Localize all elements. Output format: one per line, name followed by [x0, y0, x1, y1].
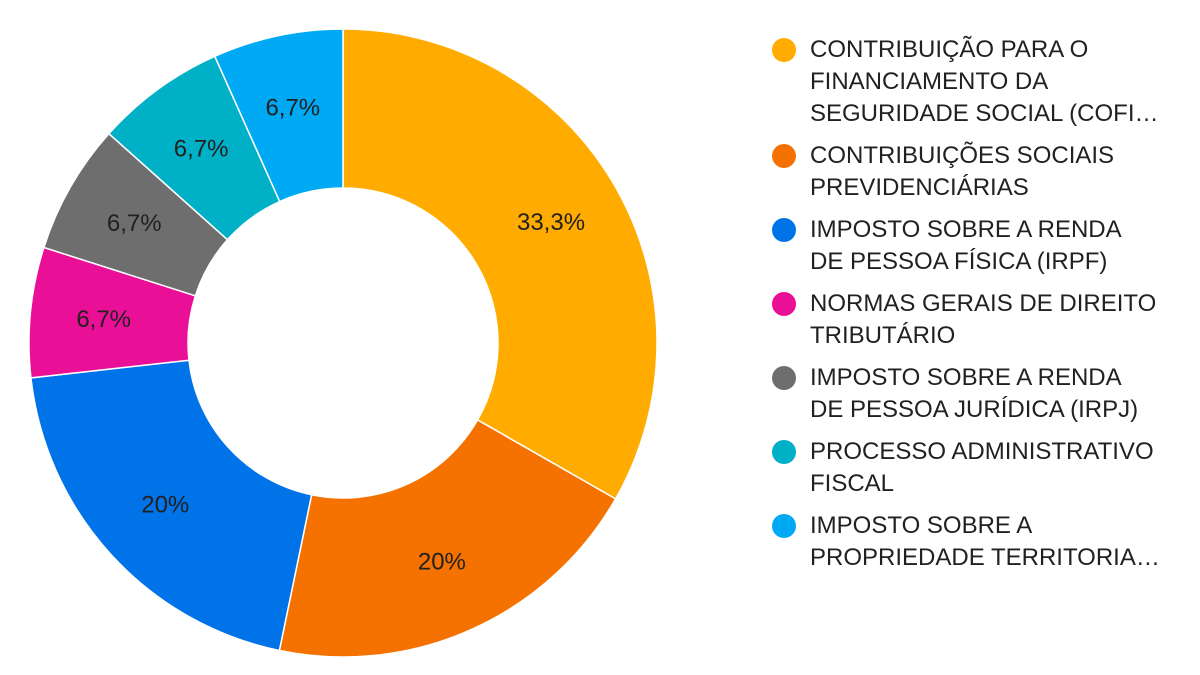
slice-value-label: 6,7% — [76, 306, 131, 333]
donut-slice-1[interactable] — [342, 28, 658, 500]
slice-value-label: 33,3% — [517, 209, 585, 236]
legend-label: IMPOSTO SOBRE A PROPRIEDADE TERRITORIA… — [810, 512, 1160, 571]
legend-item[interactable]: CONTRIBUIÇÃO PARA O FINANCIAMENTO DA SEG… — [772, 34, 1192, 130]
legend-label: CONTRIBUIÇÕES SOCIAIS PREVIDENCIÁRIAS — [810, 142, 1115, 201]
legend-label: CONTRIBUIÇÃO PARA O FINANCIAMENTO DA SEG… — [810, 36, 1159, 127]
donut-slice-2[interactable] — [278, 418, 617, 658]
donut-chart: 33,3% 20% 20% 6,7% 6,7% 6,7% 6,7% — [28, 28, 658, 658]
slice-value-label: 6,7% — [107, 210, 162, 237]
legend-label: PROCESSO ADMINISTRATIVO FISCAL — [810, 438, 1154, 497]
legend-swatch — [772, 514, 796, 538]
legend-swatch — [772, 292, 796, 316]
legend-item[interactable]: PROCESSO ADMINISTRATIVO FISCAL — [772, 436, 1192, 500]
legend-item[interactable]: IMPOSTO SOBRE A RENDA DE PESSOA JURÍDICA… — [772, 362, 1192, 426]
slice-value-label: 20% — [141, 492, 189, 519]
legend-swatch — [772, 144, 796, 168]
legend-label: IMPOSTO SOBRE A RENDA DE PESSOA FÍSICA (… — [810, 216, 1122, 275]
legend-swatch — [772, 366, 796, 390]
slice-value-label: 6,7% — [174, 135, 229, 162]
legend-label: IMPOSTO SOBRE A RENDA DE PESSOA JURÍDICA… — [810, 364, 1139, 423]
legend-label: NORMAS GERAIS DE DIREITO TRIBUTÁRIO — [810, 290, 1157, 349]
legend-item[interactable]: IMPOSTO SOBRE A PROPRIEDADE TERRITORIA… — [772, 510, 1192, 574]
slice-value-label: 20% — [418, 549, 466, 576]
legend-item[interactable]: CONTRIBUIÇÕES SOCIAIS PREVIDENCIÁRIAS — [772, 140, 1192, 204]
donut-slice-3[interactable] — [30, 359, 313, 652]
chart-legend: CONTRIBUIÇÃO PARA O FINANCIAMENTO DA SEG… — [772, 34, 1192, 584]
donut-slice-7[interactable] — [213, 28, 344, 203]
legend-item[interactable]: NORMAS GERAIS DE DIREITO TRIBUTÁRIO — [772, 288, 1192, 352]
legend-item[interactable]: IMPOSTO SOBRE A RENDA DE PESSOA FÍSICA (… — [772, 214, 1192, 278]
legend-swatch — [772, 38, 796, 62]
legend-swatch — [772, 218, 796, 242]
legend-swatch — [772, 440, 796, 464]
slice-value-label: 6,7% — [265, 94, 320, 121]
